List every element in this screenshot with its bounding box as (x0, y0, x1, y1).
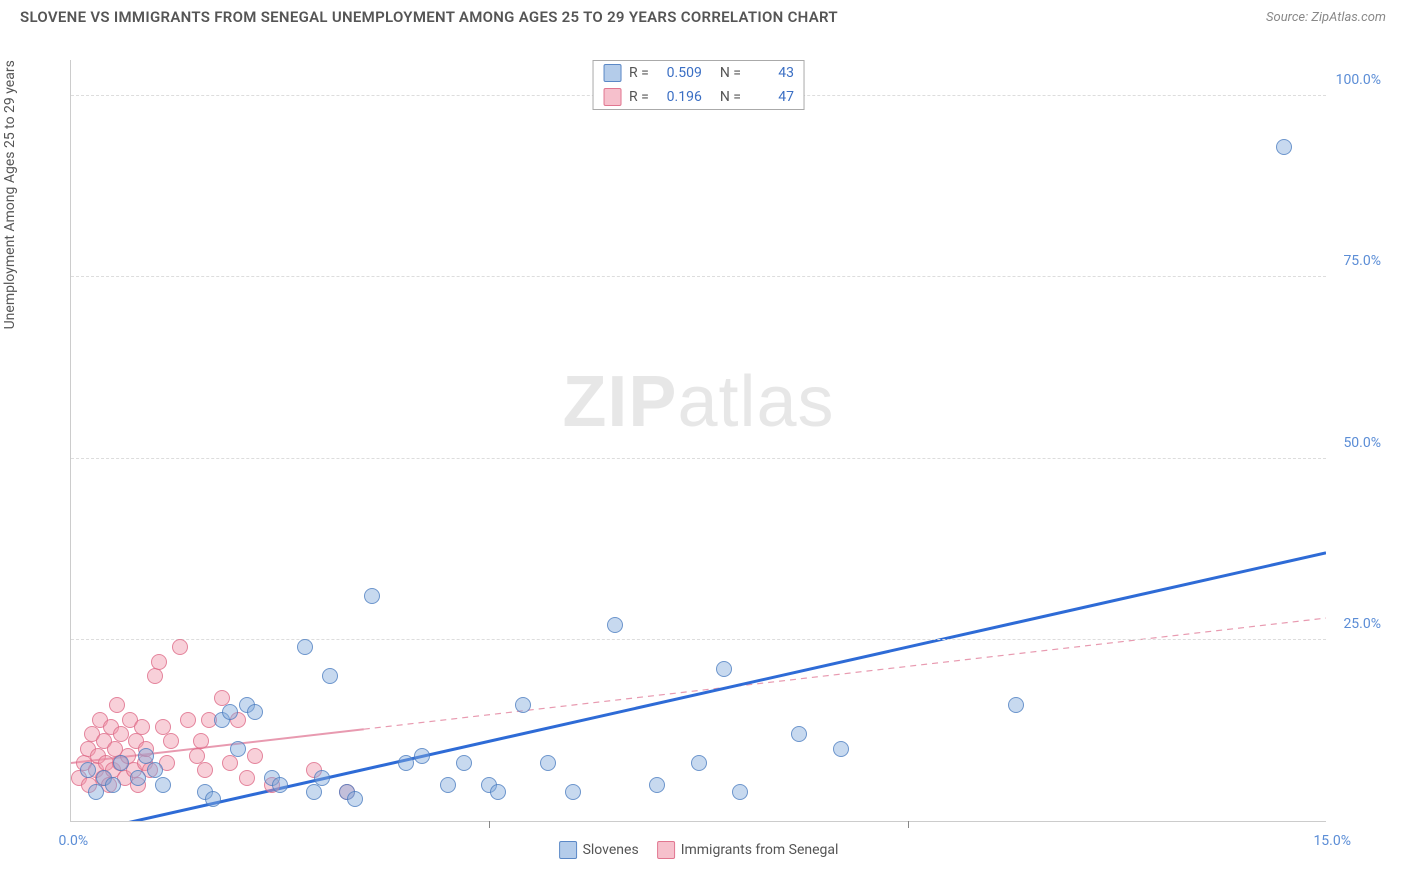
tick-v (908, 821, 909, 827)
n-label-2: N = (720, 89, 741, 105)
data-point (540, 755, 556, 771)
data-point (172, 639, 188, 655)
swatch-blue-icon (603, 64, 621, 82)
data-point (88, 784, 104, 800)
legend-label-2: Immigrants from Senegal (681, 842, 839, 858)
tick-v (489, 821, 490, 827)
data-point (230, 741, 246, 757)
data-point (80, 762, 96, 778)
n-value-1: 43 (749, 65, 794, 81)
r-value-2: 0.196 (657, 89, 702, 105)
chart-title: SLOVENE VS IMMIGRANTS FROM SENEGAL UNEMP… (20, 8, 838, 26)
data-point (113, 726, 129, 742)
data-point (113, 755, 129, 771)
legend-label-1: Slovenes (583, 842, 639, 858)
swatch-pink-icon (603, 88, 621, 106)
data-point (833, 741, 849, 757)
data-point (272, 777, 288, 793)
data-point (565, 784, 581, 800)
r-label-2: R = (629, 89, 649, 105)
data-point (716, 661, 732, 677)
data-point (306, 784, 322, 800)
chart-container: Unemployment Among Ages 25 to 29 years Z… (20, 40, 1386, 872)
swatch-pink-icon (657, 841, 675, 859)
data-point (364, 588, 380, 604)
stats-legend: R = 0.509 N = 43 R = 0.196 N = 47 (592, 60, 805, 110)
data-point (109, 697, 125, 713)
data-point (1276, 139, 1292, 155)
data-point (138, 748, 154, 764)
source-label: Source: ZipAtlas.com (1266, 10, 1386, 25)
bottom-legend: Slovenes Immigrants from Senegal (559, 841, 839, 859)
data-point (440, 777, 456, 793)
data-point (607, 617, 623, 633)
y-tick-label: 25.0% (1343, 616, 1381, 632)
data-point (180, 712, 196, 728)
swatch-blue-icon (559, 841, 577, 859)
gridline-h (71, 639, 1326, 640)
data-point (1008, 697, 1024, 713)
data-point (791, 726, 807, 742)
data-point (130, 770, 146, 786)
data-point (105, 777, 121, 793)
data-point (193, 733, 209, 749)
data-point (322, 668, 338, 684)
n-value-2: 47 (749, 89, 794, 105)
y-tick-label: 100.0% (1336, 72, 1381, 88)
r-value-1: 0.509 (657, 65, 702, 81)
plot-area: ZIPatlas R = 0.509 N = 43 R = 0.196 N = … (70, 60, 1326, 822)
gridline-h (71, 276, 1326, 277)
data-point (456, 755, 472, 771)
data-point (163, 733, 179, 749)
n-label-1: N = (720, 65, 741, 81)
data-point (214, 690, 230, 706)
data-point (147, 668, 163, 684)
legend-item-1: Slovenes (559, 841, 639, 859)
data-point (691, 755, 707, 771)
data-point (515, 697, 531, 713)
data-point (222, 704, 238, 720)
legend-item-2: Immigrants from Senegal (657, 841, 839, 859)
data-point (155, 719, 171, 735)
watermark: ZIPatlas (562, 361, 834, 443)
data-point (247, 704, 263, 720)
y-tick-label: 75.0% (1343, 253, 1381, 269)
data-point (414, 748, 430, 764)
data-point (151, 654, 167, 670)
data-point (205, 791, 221, 807)
x-tick-label: 0.0% (58, 833, 88, 849)
data-point (189, 748, 205, 764)
data-point (239, 770, 255, 786)
data-point (197, 762, 213, 778)
data-point (247, 748, 263, 764)
r-label-1: R = (629, 65, 649, 81)
data-point (222, 755, 238, 771)
data-point (297, 639, 313, 655)
data-point (347, 791, 363, 807)
data-point (398, 755, 414, 771)
y-axis-label: Unemployment Among Ages 25 to 29 years (2, 60, 18, 329)
data-point (649, 777, 665, 793)
x-tick-label: 15.0% (1313, 833, 1351, 849)
data-point (490, 784, 506, 800)
stats-row-1: R = 0.509 N = 43 (593, 61, 804, 85)
data-point (314, 770, 330, 786)
data-point (134, 719, 150, 735)
y-tick-label: 50.0% (1343, 435, 1381, 451)
gridline-h (71, 458, 1326, 459)
data-point (155, 777, 171, 793)
stats-row-2: R = 0.196 N = 47 (593, 85, 804, 109)
data-point (732, 784, 748, 800)
data-point (147, 762, 163, 778)
